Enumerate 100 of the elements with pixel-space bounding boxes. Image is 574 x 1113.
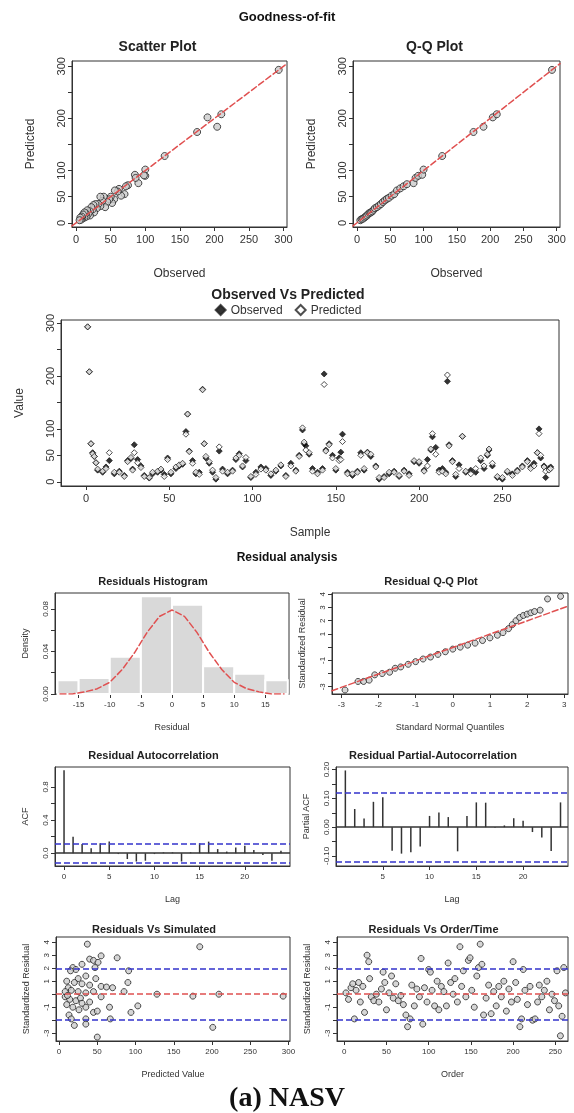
x-tick-label: 10 — [425, 871, 435, 881]
x-tick-label: 0 — [73, 232, 80, 245]
x-axis-title: Observed — [153, 266, 206, 280]
y-tick-label: 0.00 — [40, 685, 50, 702]
x-tick-label: -1 — [412, 699, 420, 709]
y-tick-label: 100 — [43, 419, 56, 439]
chart-title: Scatter Plot — [118, 38, 197, 54]
x-tick-label: 150 — [464, 1046, 479, 1056]
text: Residual analysis — [236, 550, 338, 564]
x-tick-label: 300 — [281, 1046, 296, 1056]
chart-title: Residuals Histogram — [98, 574, 208, 587]
x-axis-title: Standard Normal Quantiles — [395, 721, 505, 732]
x-tick-label: 5 — [200, 699, 206, 709]
x-tick-label: 100 — [243, 491, 262, 504]
x-axis-title: Residual — [154, 721, 190, 732]
y-axis-title: Predicted — [23, 118, 37, 170]
y-tick-label: 100 — [335, 161, 348, 180]
y-tick-label: 0 — [335, 219, 348, 226]
x-tick-label: 15 — [195, 871, 205, 881]
y-axis-title: Standardized Residual — [20, 943, 31, 1035]
y-tick-label: 2 — [41, 965, 51, 971]
y-tick-label: -1 — [322, 1003, 332, 1011]
x-tick-label: 200 — [409, 491, 429, 504]
x-tick-label: 15 — [471, 871, 482, 881]
x-tick-label: 50 — [382, 1046, 392, 1056]
chart-title: Observed Vs Predicted — [211, 286, 365, 302]
y-tick-label: 0.20 — [321, 761, 331, 778]
y-axis-title: Predicted — [304, 118, 318, 170]
y-tick-label: 300 — [335, 57, 348, 76]
y-tick-label: 300 — [54, 57, 67, 76]
text: (a) NASV — [229, 1080, 345, 1112]
x-tick-label: 200 — [506, 1046, 521, 1056]
x-axis-title: Sample — [289, 525, 331, 539]
chart-title: Residuals Vs Simulated — [91, 922, 217, 935]
y-tick-label: 1 — [317, 631, 327, 637]
x-tick-label: 0 — [169, 699, 175, 709]
x-tick-label: 20 — [518, 871, 529, 881]
y-tick-label: 3 — [317, 604, 327, 610]
y-axis-title: Value — [12, 387, 26, 418]
text: Goodness-of-fit — [238, 8, 337, 24]
x-tick-label: -15 — [72, 699, 85, 709]
x-axis-title: Order — [440, 1068, 465, 1079]
x-tick-label: 50 — [384, 232, 397, 245]
y-tick-label: 3 — [41, 952, 51, 958]
y-tick-label: 300 — [43, 313, 56, 333]
x-tick-label: 20 — [240, 871, 250, 881]
y-tick-label: 1 — [322, 978, 332, 984]
x-tick-label: 100 — [414, 232, 433, 245]
chart-title: Residuals Vs Order/Time — [368, 922, 499, 935]
chart-title: Residual Autocorrelation — [88, 748, 219, 761]
x-axis-title: Predicted Value — [141, 1068, 205, 1079]
x-tick-label: 150 — [167, 1046, 181, 1056]
x-tick-label: 200 — [205, 232, 224, 245]
x-tick-label: -2 — [374, 699, 383, 709]
y-tick-label: -0.10 — [321, 846, 331, 866]
y-tick-label: 2 — [317, 617, 327, 623]
y-tick-label: 0.8 — [40, 780, 50, 793]
chart-title: Residual Partial-Autocorrelation — [348, 748, 518, 761]
x-tick-label: 50 — [92, 1046, 103, 1056]
y-tick-label: 4 — [41, 939, 51, 945]
y-tick-label: 200 — [335, 109, 348, 128]
x-tick-label: 50 — [163, 491, 176, 504]
y-tick-label: 0.00 — [321, 818, 331, 835]
y-tick-label: 200 — [43, 366, 56, 386]
y-axis-title: Standardized Residual — [301, 943, 312, 1035]
x-tick-label: 0 — [353, 232, 361, 245]
x-tick-label: 300 — [274, 232, 293, 245]
y-tick-label: 4 — [322, 939, 332, 945]
x-tick-label: 150 — [447, 232, 467, 245]
y-axis-title: ACF — [19, 807, 30, 826]
x-tick-label: 150 — [170, 232, 190, 245]
x-tick-label: 250 — [493, 491, 512, 504]
y-tick-label: -3 — [41, 1029, 51, 1037]
x-tick-label: 250 — [239, 232, 259, 245]
x-axis-title: Lag — [444, 893, 460, 904]
y-tick-label: 0.0 — [40, 847, 50, 859]
y-tick-label: 0.08 — [40, 600, 50, 617]
y-tick-label: 50 — [43, 449, 56, 462]
x-tick-label: 200 — [205, 1046, 220, 1056]
y-tick-label: -3 — [317, 682, 327, 691]
y-tick-label: 50 — [335, 190, 348, 203]
y-tick-label: 0 — [43, 478, 56, 485]
x-tick-label: 3 — [562, 699, 568, 709]
x-tick-label: 5 — [107, 871, 112, 881]
x-tick-label: 100 — [128, 1046, 143, 1056]
chart-title: Q-Q Plot — [406, 38, 464, 54]
x-tick-label: 250 — [548, 1046, 563, 1056]
x-tick-label: 10 — [229, 699, 240, 709]
x-tick-label: 10 — [149, 871, 160, 881]
y-tick-label: 50 — [54, 190, 67, 203]
y-tick-label: 3 — [322, 952, 332, 958]
x-tick-label: 200 — [480, 232, 500, 245]
y-tick-label: 0.04 — [40, 643, 50, 660]
chart-title: Residual Q-Q Plot — [384, 574, 479, 587]
x-tick-label: 250 — [514, 232, 533, 245]
y-tick-label: -1 — [317, 656, 327, 664]
y-tick-label: 200 — [54, 109, 67, 128]
x-tick-label: -5 — [137, 699, 145, 709]
x-tick-label: 0 — [82, 491, 90, 504]
x-tick-label: -10 — [103, 699, 117, 709]
